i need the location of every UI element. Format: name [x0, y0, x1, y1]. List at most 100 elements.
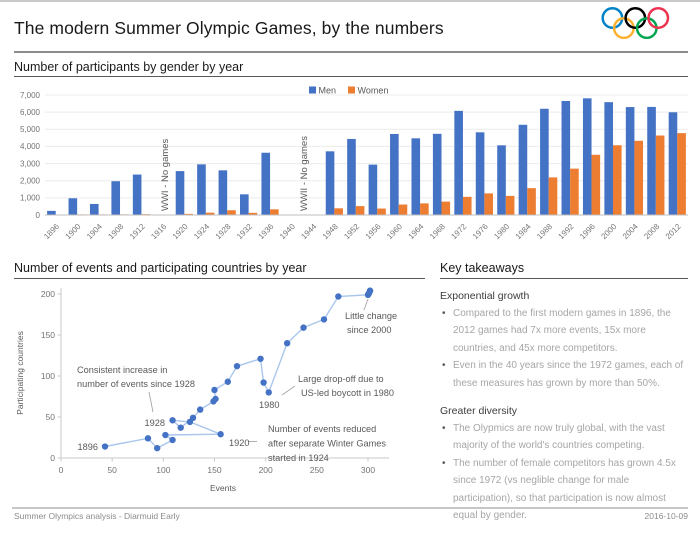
participants-section-title: Number of participants by gender by year: [14, 60, 244, 74]
y-tick-label: 7,000: [20, 91, 41, 100]
x-tick-label: 150: [207, 465, 221, 475]
women-bar-1952: [355, 206, 365, 215]
x-tick-label: 250: [310, 465, 324, 475]
annotation-winter: Number of events reduced after separate W…: [248, 424, 386, 463]
x-tick-label: 1896: [42, 222, 61, 241]
participants-bar-chart: 0 1,000 2,000 3,000 4,000 5,000 6,000 7,000 1896…: [20, 86, 688, 241]
series-line: [104, 290, 371, 449]
men-bar-1952: [347, 138, 356, 215]
y-tick-label: 1,000: [20, 194, 41, 203]
men-bar-2000: [604, 102, 613, 215]
legend-label-women: Women: [358, 86, 389, 96]
events-section-rule: [14, 278, 425, 280]
x-tick-label: 2000: [599, 222, 618, 241]
no-games-note: WWII - No games: [299, 136, 310, 211]
x-tick-label: 1984: [514, 222, 533, 241]
y-axis-title: Participating countries: [15, 331, 25, 415]
men-bar-2012: [668, 112, 678, 215]
takeaways-panel: Exponential growth Compared to the first…: [440, 282, 690, 524]
x-tick-label: 0: [59, 465, 64, 475]
footer-date: 2016-10-09: [644, 511, 688, 521]
takeaway-heading-greater-diversity: Greater diversity: [440, 405, 518, 418]
women-bar-1928: [227, 210, 236, 215]
annotation-text: Number of events reduced: [268, 424, 376, 434]
olympic-ring-blue: [601, 7, 624, 30]
x-tick-label: 1992: [557, 222, 576, 241]
men-bar-1928: [218, 170, 228, 215]
women-bar-1932: [248, 212, 258, 215]
women-bar-1920: [184, 213, 193, 215]
data-point-1932: [177, 424, 184, 431]
data-point-1972: [257, 355, 264, 362]
annotation-text: started in 1924: [268, 453, 329, 463]
men-bar-1968: [432, 133, 442, 215]
y-tick-label: 50: [46, 412, 56, 422]
x-tick-label: 1928: [214, 222, 233, 241]
women-bar-1972: [462, 196, 472, 215]
takeaways-section-rule: [440, 278, 688, 280]
data-point-1948: [196, 406, 204, 413]
data-point-1968: [233, 362, 241, 370]
takeaway-bullet: The Olypmics are now truly global, with …: [440, 420, 690, 455]
men-bar-1996: [582, 98, 592, 215]
data-point-1996: [335, 293, 342, 300]
men-bar-1976: [475, 132, 485, 215]
olympic-ring-red: [647, 7, 670, 30]
annotation-text: Large drop-off due to: [298, 374, 384, 384]
x-tick-label: 1956: [364, 222, 383, 241]
men-bar-1984: [518, 124, 528, 215]
x-tick-label: 100: [156, 465, 170, 475]
data-point-1960: [211, 386, 218, 394]
annotation-leader-line: [148, 391, 154, 413]
takeaway-heading-exponential-growth: Exponential growth: [440, 290, 530, 302]
annotation-boycott: Large drop-off due to US-led boycott in 1…: [281, 374, 394, 398]
data-point-1964: [224, 378, 231, 385]
events-section-title: Number of events and participating count…: [14, 261, 307, 275]
x-tick-label: 300: [361, 465, 375, 475]
x-tick-label: 1964: [407, 222, 426, 241]
annotation-leader-line: [363, 298, 369, 311]
women-bar-2012: [677, 133, 686, 215]
men-bar-1924: [197, 164, 206, 215]
y-tick-label: 4,000: [20, 142, 41, 151]
takeaway-list-1: Compared to the first modern games in 18…: [440, 305, 690, 392]
x-tick-label: 1996: [578, 222, 597, 241]
men-bar-1900: [68, 198, 78, 215]
data-point-1988: [300, 324, 307, 331]
data-point-1908: [169, 436, 176, 444]
legend-label-men: Men: [319, 86, 337, 96]
legend: Men Women: [309, 86, 388, 96]
legend-swatch-women: [348, 86, 355, 94]
takeaway-bullet: The number of female competitors has gro…: [440, 455, 690, 525]
annotation-littlechange: Little change since 2000: [345, 298, 397, 335]
olympic-rings-icon: [601, 7, 670, 40]
women-bar-1924: [205, 212, 215, 215]
y-tick-label: 0: [36, 211, 41, 220]
annotation-text: US-led boycott in 1980: [301, 388, 394, 398]
x-tick-label: 1916: [149, 222, 168, 241]
takeaway-bullet: Compared to the first modern games in 18…: [440, 305, 690, 357]
x-tick-label: 1968: [428, 222, 447, 241]
women-bar-1948: [334, 208, 343, 215]
women-bar-1960: [398, 204, 408, 215]
men-bar-1896: [47, 210, 56, 215]
data-point-1936: [189, 414, 197, 422]
women-bar-1984: [527, 188, 536, 215]
x-tick-label: 1944: [299, 222, 318, 241]
men-bar-1908: [111, 181, 121, 215]
no-games-note: WWI - No games: [160, 138, 171, 211]
olympic-ring-yellow: [612, 17, 635, 40]
x-tick-label: 2004: [621, 222, 640, 241]
women-bar-1964: [420, 203, 429, 215]
y-tick-label: 100: [41, 371, 55, 381]
x-tick-label: 1920: [171, 222, 190, 241]
women-bar-1988: [548, 177, 558, 215]
men-bar-1936: [261, 152, 271, 215]
women-bar-1956: [377, 208, 386, 215]
men-bar-1912: [132, 174, 142, 215]
participants-section-rule: [14, 76, 688, 78]
point-label-1980: 1980: [259, 400, 279, 410]
x-tick-label: 1988: [535, 222, 554, 241]
annotation-text: Little change: [345, 311, 397, 321]
men-bar-1988: [540, 108, 549, 215]
